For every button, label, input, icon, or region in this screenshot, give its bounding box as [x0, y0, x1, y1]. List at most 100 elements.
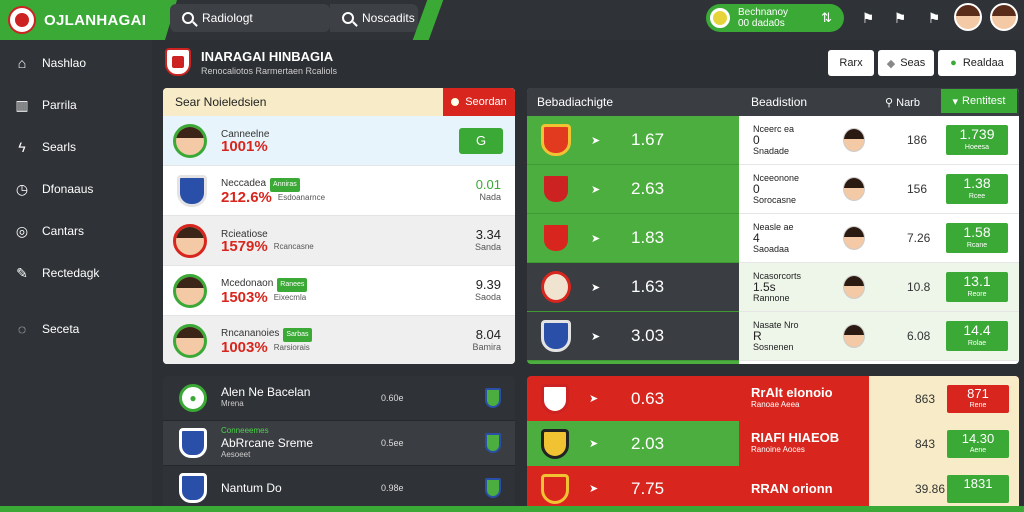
sidebar-item-label: Cantars	[42, 224, 85, 238]
club-crest-icon	[179, 428, 207, 458]
list-item[interactable]: Neccadea Anniras 212.6% Esdoanarnce 0.01 Na…	[163, 166, 515, 216]
arrow-icon: ➤	[589, 438, 599, 450]
sidebar-item-label: Nashlao	[42, 56, 87, 70]
match-title: RIAFI HIAEOB	[751, 429, 840, 445]
sidebar-item-tools[interactable]: ϟ Searls	[0, 126, 152, 168]
messages-icon[interactable]: ⚑	[893, 9, 907, 26]
odds-value: 1.58	[963, 224, 991, 240]
header-button-rarx[interactable]: Rarx	[828, 50, 874, 76]
left-panel-title: Sear Noieledsien	[175, 95, 267, 109]
user-avatar[interactable]	[954, 3, 982, 31]
list-item[interactable]: Rcieatiose 1579% Rcancasne 3.34 Sanda	[163, 216, 515, 266]
row-action-button[interactable]: G	[459, 127, 503, 154]
bookmark-icon[interactable]: ⚑	[927, 9, 941, 26]
odds-button[interactable]: 1.58 Rcane	[946, 223, 1008, 253]
odds-label: Rolae	[967, 340, 987, 347]
odds-button[interactable]: 14.4 Rolae	[946, 321, 1008, 351]
bottom-accent-bar	[0, 506, 1024, 512]
table-row[interactable]: Nceeonone 0 Sorocasne 156 1.38 Rcee	[739, 165, 1019, 214]
balance-widget[interactable]: Bechnanoy 00 dada0s ⇅	[706, 4, 844, 32]
chat-icon: ◌	[17, 321, 27, 337]
table-row[interactable]: ➤ 2.63	[527, 165, 739, 214]
list-item[interactable]: Rncananoies Sarbas 1003% Rarsiorais 8.04 Ba…	[163, 316, 515, 364]
table-row[interactable]: ➤ 1.83	[527, 214, 739, 263]
odds-label: Hoeesa	[964, 144, 990, 151]
sidebar-item-label: Parrila	[42, 98, 77, 112]
header-button-label: Seas	[900, 57, 926, 69]
club-crest-icon	[541, 320, 571, 352]
row-score: 0	[753, 132, 760, 147]
sidebar-item-chat[interactable]: ◌ Seceta	[0, 308, 152, 350]
list-item[interactable]: Mcedonaon Ranees 1503% Eixecmla 9.39 Saoda	[163, 266, 515, 316]
list-item[interactable]: ● Alen Ne Bacelan Mrena 0.60e	[163, 376, 515, 421]
item-value: 9.39	[475, 276, 501, 292]
odds-value: 3.03	[631, 326, 665, 345]
club-crest-icon	[165, 48, 191, 76]
odds-value: 1.67	[631, 130, 665, 149]
search-input-primary[interactable]: Radiologt	[170, 4, 330, 32]
table-row[interactable]: ➤ 3.03	[527, 312, 739, 361]
item-value-label: Bamira	[472, 341, 501, 352]
coin-icon	[710, 8, 730, 28]
filter-button[interactable]: ▾ Rentitest	[941, 89, 1017, 113]
find-button[interactable]: ⚲ Narb	[885, 96, 920, 109]
player-avatar	[843, 324, 865, 348]
table-row[interactable]: ➤ 2.03 RIAFI HIAEOB Ranoine Aoces 843 14.30 A…	[527, 421, 1019, 466]
app-title: OJLANHAGAI	[44, 11, 147, 29]
ball-icon: ●	[179, 384, 207, 412]
odds-button[interactable]: 1.739 Hoeesa	[946, 125, 1008, 155]
table-row[interactable]: Nceerc ea 0 Snadade 186 1.739 Hoeesa	[739, 116, 1019, 165]
table-row[interactable]: Neasle ae 4 Saoadaa 7.26 1.58 Rcane	[739, 214, 1019, 263]
table-row[interactable]: Nasate Nro R Sosnenen 6.08 14.4 Rolae	[739, 312, 1019, 361]
odds-button[interactable]: 1.38 Rcee	[946, 174, 1008, 204]
odds-label: Rcane	[966, 242, 988, 249]
club-crest-icon	[177, 174, 207, 207]
app-logo[interactable]: OJLANHAGAI	[0, 0, 177, 40]
odds-button[interactable]: 871 Rene	[947, 384, 1009, 413]
odds-button[interactable]: 1831	[947, 474, 1009, 503]
sidebar-item-history[interactable]: ◷ Dfonaaus	[0, 168, 152, 210]
list-item[interactable]: Conneeemes AbRrcane Sreme Aesoeet 0.5ee	[163, 421, 515, 466]
sidebar-item-home[interactable]: ⌂ Nashlao	[0, 42, 152, 84]
item-value: 8.04	[475, 326, 501, 342]
odds-value: 1.83	[631, 228, 665, 247]
odds-button[interactable]: 13.1 Reore	[946, 272, 1008, 302]
player-avatar	[173, 323, 207, 358]
search-input-secondary[interactable]: Noscadits	[330, 4, 418, 32]
sidebar-item-stats[interactable]: ▥ Parrila	[0, 84, 152, 126]
home-icon: ⌂	[17, 55, 27, 71]
odds-button[interactable]: 14.30 Aene	[947, 429, 1009, 458]
table-row[interactable]: ➤ 1.63	[527, 263, 739, 312]
sidebar-item-center[interactable]: ◎ Cantars	[0, 210, 152, 252]
list-item[interactable]: Canneelne 1001% G	[163, 116, 515, 166]
odds-label: Rene	[969, 401, 987, 409]
header-button-realdaa[interactable]: ● Realdaa	[938, 50, 1016, 76]
left-panel-action-button[interactable]: Seordan	[443, 88, 515, 116]
odds-value: 1.739	[959, 126, 995, 142]
odds-panel-title: Bebadiachigte	[527, 88, 739, 116]
arrow-icon: ➤	[591, 330, 601, 343]
sidebar-item-edit[interactable]: ✎ Rectedagk	[0, 252, 152, 294]
table-row[interactable]: Ncasorcorts 1.5s Rannone 10.8 13.1 Reore	[739, 263, 1019, 312]
clock-icon: ◷	[15, 180, 29, 197]
profile-avatar[interactable]	[990, 3, 1018, 31]
item-value-label: Sanda	[474, 241, 501, 252]
item-percent: 1579%	[221, 237, 268, 255]
search-text-secondary: Noscadits	[362, 11, 415, 25]
target-icon: ◎	[15, 222, 29, 239]
notification-icon[interactable]: ⚑	[861, 9, 875, 26]
player-avatar	[173, 223, 207, 258]
list-item[interactable]: Nantum Do 0.98e	[163, 466, 515, 511]
arrow-icon: ➤	[591, 183, 601, 196]
item-value: 0.01	[475, 176, 501, 192]
pin-icon: ▾	[952, 95, 959, 108]
odds-label: Aene	[969, 446, 987, 454]
odds-value: 14.30	[961, 430, 995, 446]
club-crest-icon	[541, 428, 569, 459]
sidebar-item-label: Rectedagk	[42, 266, 100, 280]
item-sub: Rcancasne	[273, 241, 314, 251]
header-button-seas[interactable]: ◆ Seas	[878, 50, 934, 76]
table-row[interactable]: ➤ 0.63 RrAlt eIonoio Ranoae Aeea 863 871 Rene	[527, 376, 1019, 421]
table-row[interactable]: ➤ 7.75 RRAN orionn 39.86 1831	[527, 466, 1019, 511]
table-row[interactable]: ➤ 1.67	[527, 116, 739, 165]
